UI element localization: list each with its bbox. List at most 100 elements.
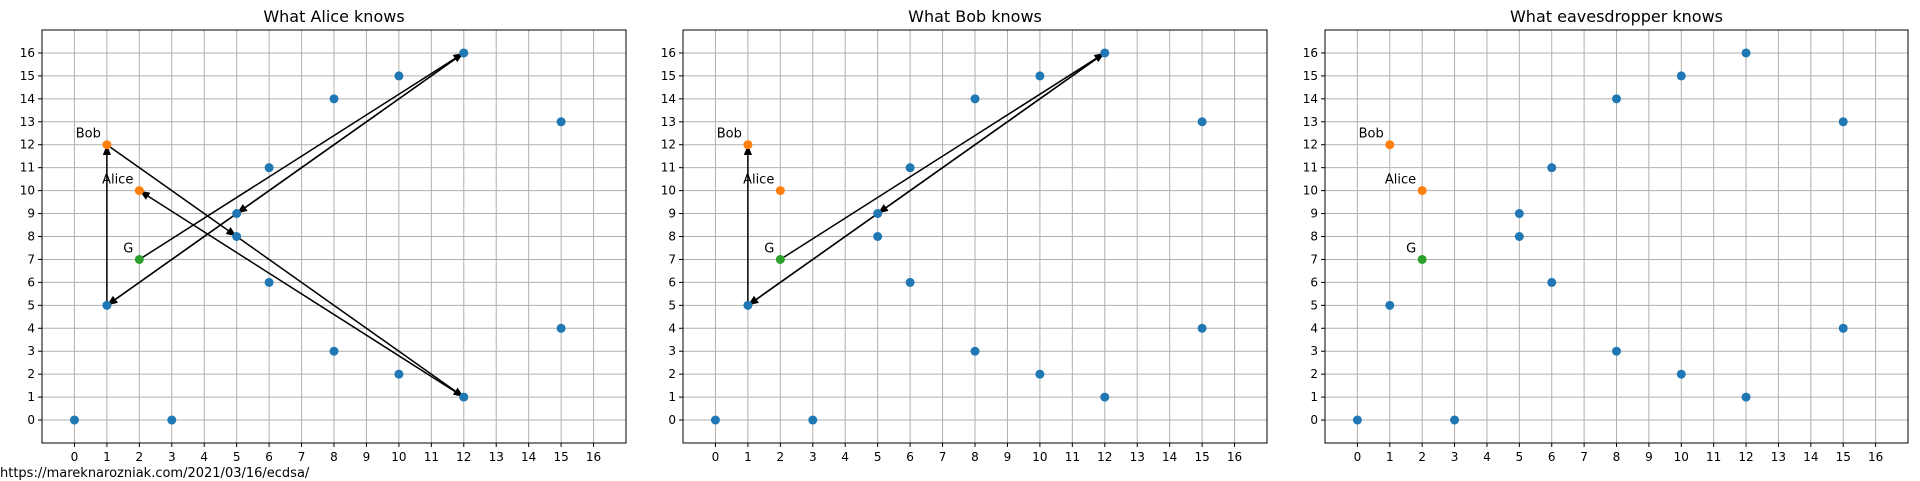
x-tick-label: 13	[1130, 450, 1145, 464]
point-annotation: Alice	[102, 173, 133, 188]
y-tick-label: 3	[668, 344, 676, 358]
y-tick-label: 6	[1310, 275, 1318, 289]
arrow	[779, 52, 1106, 261]
x-tick-label: 3	[168, 450, 176, 464]
y-tick-label: 10	[661, 184, 676, 198]
x-tick-label: 3	[1451, 450, 1459, 464]
data-point	[1547, 277, 1557, 287]
data-point	[710, 415, 720, 425]
x-tick-label: 5	[233, 450, 241, 464]
chart-title: What Bob knows	[908, 7, 1042, 26]
x-tick-label: 10	[1032, 450, 1047, 464]
y-tick-label: 5	[668, 298, 676, 312]
y-tick-label: 1	[27, 390, 35, 404]
x-tick-label: 14	[1162, 450, 1177, 464]
data-point	[1514, 232, 1524, 241]
data-point	[905, 277, 915, 287]
x-tick-label: 16	[586, 450, 601, 464]
y-tick-label: 6	[668, 275, 676, 289]
x-tick-label: 15	[553, 450, 568, 464]
x-tick-label: 16	[1868, 450, 1883, 464]
data-point	[1547, 163, 1557, 173]
x-tick-label: 11	[1706, 450, 1721, 464]
data-point	[1385, 300, 1395, 310]
x-tick-label: 8	[1613, 450, 1621, 464]
y-tick-label: 15	[661, 69, 676, 83]
y-tick-label: 15	[20, 69, 35, 83]
data-point	[873, 209, 883, 219]
y-tick-label: 14	[20, 92, 35, 106]
chart-panel-1: 0 1 2 3 4 5 6 7 8 9 10 11 12 13 14 15 160123456789101112…	[20, 7, 627, 464]
x-tick-label: 15	[1194, 450, 1209, 464]
x-tick-label: 2	[1418, 450, 1426, 464]
data-point	[1838, 323, 1848, 333]
data-point	[329, 94, 339, 104]
y-tick-label: 9	[1310, 207, 1318, 221]
data-point	[775, 254, 785, 264]
y-tick-label: 14	[1303, 92, 1318, 106]
x-tick-label: 2	[136, 450, 144, 464]
data-point	[1612, 94, 1621, 104]
y-tick-label: 7	[27, 252, 35, 266]
y-tick-label: 4	[668, 321, 676, 335]
arrow	[138, 189, 465, 398]
data-point	[264, 163, 274, 173]
arrow	[106, 52, 465, 306]
x-tick-label: 1	[744, 450, 752, 464]
data-point	[1352, 415, 1362, 425]
x-tick-label: 12	[456, 450, 471, 464]
y-tick-label: 6	[27, 275, 35, 289]
data-point	[808, 415, 818, 425]
data-point	[1676, 369, 1686, 379]
y-tick-label: 2	[1310, 367, 1318, 381]
data-point	[873, 232, 883, 241]
data-point	[1741, 392, 1751, 402]
arrow	[106, 144, 238, 238]
x-tick-label: 6	[265, 450, 273, 464]
data-point	[1035, 71, 1045, 81]
chart-title: What Alice knows	[263, 7, 404, 26]
y-tick-label: 16	[20, 46, 35, 60]
data-point	[134, 186, 144, 196]
x-tick-label: 9	[363, 450, 371, 464]
y-tick-label: 12	[1303, 138, 1318, 152]
x-tick-label: 7	[1580, 450, 1588, 464]
point-annotation: G	[123, 241, 133, 256]
x-tick-label: 6	[1548, 450, 1556, 464]
data-point	[970, 94, 980, 104]
data-point	[329, 346, 339, 356]
data-point	[1385, 140, 1395, 150]
x-tick-label: 11	[424, 450, 439, 464]
x-tick-label: 7	[939, 450, 947, 464]
x-tick-label: 4	[200, 450, 208, 464]
x-tick-label: 1	[1386, 450, 1394, 464]
x-tick-label: 13	[489, 450, 504, 464]
x-tick-label: 16	[1227, 450, 1242, 464]
x-tick-label: 3	[809, 450, 817, 464]
x-tick-label: 10	[391, 450, 406, 464]
data-point	[394, 369, 404, 379]
data-point	[905, 163, 915, 173]
data-point	[394, 71, 404, 81]
x-tick-label: 10	[1674, 450, 1689, 464]
x-tick-label: 2	[777, 450, 785, 464]
point-annotation: Bob	[1359, 127, 1384, 142]
y-tick-label: 16	[661, 46, 676, 60]
data-point	[264, 277, 274, 287]
x-tick-label: 9	[1004, 450, 1012, 464]
data-point	[1612, 346, 1621, 356]
data-point	[232, 209, 242, 219]
x-tick-label: 1	[103, 450, 111, 464]
y-tick-label: 1	[668, 390, 676, 404]
y-tick-label: 14	[661, 92, 676, 106]
y-tick-label: 2	[27, 367, 35, 381]
data-point	[69, 415, 79, 425]
y-tick-label: 1	[1310, 390, 1318, 404]
x-tick-label: 0	[71, 450, 79, 464]
data-point	[1838, 117, 1848, 127]
x-tick-label: 8	[971, 450, 979, 464]
y-tick-label: 4	[27, 321, 35, 335]
source-url: https://mareknarozniak.com/2021/03/16/ec…	[0, 466, 310, 481]
y-tick-label: 11	[661, 161, 676, 175]
x-tick-label: 15	[1836, 450, 1851, 464]
